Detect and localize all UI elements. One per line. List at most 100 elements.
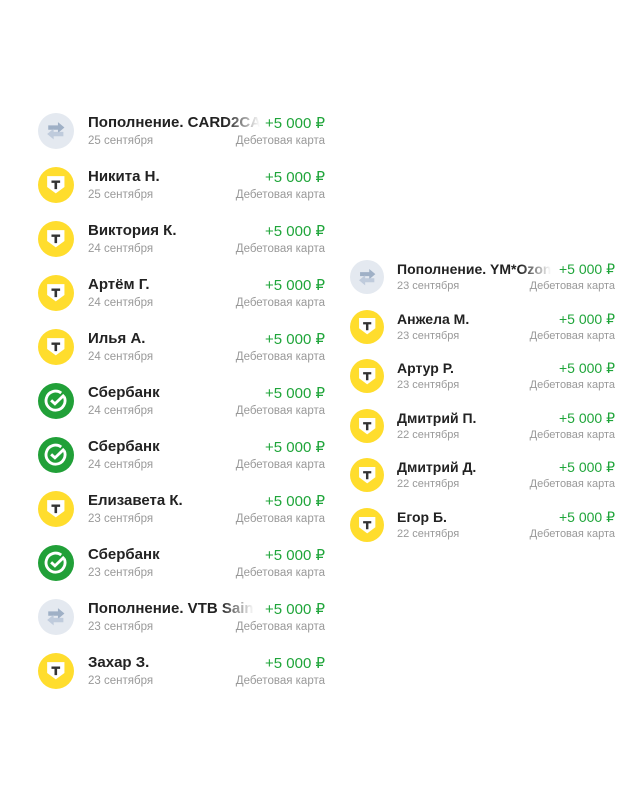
- operation-row[interactable]: Дмитрий Д. +5 000 ₽ 22 сентября Дебетова…: [350, 457, 615, 507]
- transfer-icon: [38, 113, 74, 149]
- operation-amount: +5 000 ₽: [264, 493, 325, 510]
- operation-amount: +5 000 ₽: [558, 360, 615, 377]
- operation-row[interactable]: Сбербанк +5 000 ₽ 23 сентября Дебетовая …: [38, 544, 325, 598]
- operation-amount: +5 000 ₽: [558, 409, 615, 426]
- operation-date: 23 сентября: [397, 329, 460, 342]
- operation-date: 24 сентября: [88, 405, 154, 417]
- operation-name: Пополнение. VTB Sain: [88, 600, 254, 617]
- operation-row[interactable]: Пополнение. CARD2CARD +5 000 ₽ 25 сентяб…: [38, 112, 325, 166]
- operation-account: Дебетовая карта: [235, 621, 325, 633]
- operation-row[interactable]: Виктория К. +5 000 ₽ 24 сентября Дебетов…: [38, 220, 325, 274]
- operation-amount: +5 000 ₽: [264, 115, 325, 132]
- operations-list-right: Пополнение. YM*Ozon +5 000 ₽ 23 сентября…: [350, 259, 615, 557]
- operation-date: 24 сентября: [88, 297, 154, 309]
- operation-amount: +5 000 ₽: [558, 310, 615, 327]
- operation-date: 25 сентября: [88, 135, 154, 147]
- operation-date: 24 сентября: [88, 459, 154, 471]
- operation-amount: +5 000 ₽: [264, 385, 325, 402]
- tbank-logo-icon: [38, 167, 74, 203]
- operation-name: Дмитрий П.: [397, 409, 477, 426]
- operation-row[interactable]: Сбербанк +5 000 ₽ 24 сентября Дебетовая …: [38, 436, 325, 490]
- operation-account: Дебетовая карта: [235, 459, 325, 471]
- operations-list-left: Пополнение. CARD2CARD +5 000 ₽ 25 сентяб…: [38, 112, 325, 706]
- operation-date: 23 сентября: [397, 280, 460, 292]
- operation-account: Дебетовая карта: [235, 189, 325, 201]
- operation-amount: +5 000 ₽: [264, 223, 325, 240]
- operation-name: Пополнение. CARD2CARD: [88, 114, 260, 131]
- operation-name: Егор Б.: [397, 508, 447, 525]
- tbank-logo-icon: [350, 507, 384, 542]
- operation-amount: +5 000 ₽: [264, 601, 325, 618]
- tbank-logo-icon: [350, 309, 384, 344]
- transfer-icon: [350, 260, 384, 294]
- tbank-logo-icon: [38, 221, 74, 257]
- operation-account: Дебетовая карта: [235, 513, 325, 525]
- operation-name: Дмитрий Д.: [397, 459, 477, 476]
- operation-amount: +5 000 ₽: [264, 331, 325, 348]
- operation-row[interactable]: Пополнение. VTB Sain +5 000 ₽ 23 сентябр…: [38, 598, 325, 652]
- operation-row[interactable]: Артур Р. +5 000 ₽ 23 сентября Дебетовая …: [350, 358, 615, 408]
- tbank-logo-icon: [38, 329, 74, 365]
- tbank-logo-icon: [350, 408, 384, 443]
- tbank-logo-icon: [350, 359, 384, 394]
- operation-date: 24 сентября: [88, 243, 154, 255]
- operation-account: Дебетовая карта: [529, 329, 615, 342]
- operation-name: Сбербанк: [88, 438, 160, 455]
- operation-account: Дебетовая карта: [235, 297, 325, 309]
- operation-name: Сбербанк: [88, 546, 160, 563]
- operation-account: Дебетовая карта: [235, 405, 325, 417]
- operation-amount: +5 000 ₽: [264, 655, 325, 672]
- operation-row[interactable]: Артём Г. +5 000 ₽ 24 сентября Дебетовая …: [38, 274, 325, 328]
- transfer-icon: [38, 599, 74, 635]
- operation-row[interactable]: Пополнение. YM*Ozon +5 000 ₽ 23 сентября…: [350, 259, 615, 309]
- operation-account: Дебетовая карта: [529, 379, 615, 392]
- operation-amount: +5 000 ₽: [558, 508, 615, 525]
- operation-account: Дебетовая карта: [529, 527, 615, 540]
- operation-name: Пополнение. YM*Ozon: [397, 261, 552, 277]
- operation-date: 23 сентября: [88, 621, 154, 633]
- operation-date: 23 сентября: [397, 379, 460, 392]
- operation-amount: +5 000 ₽: [264, 169, 325, 186]
- tbank-logo-icon: [38, 653, 74, 689]
- operation-date: 22 сентября: [397, 527, 460, 540]
- operation-date: 23 сентября: [88, 567, 154, 579]
- operation-account: Дебетовая карта: [529, 428, 615, 441]
- operation-name: Сбербанк: [88, 384, 160, 401]
- operation-name: Виктория К.: [88, 222, 177, 239]
- sberbank-logo-icon: [38, 383, 74, 419]
- operation-name: Никита Н.: [88, 168, 160, 185]
- operation-row[interactable]: Илья А. +5 000 ₽ 24 сентября Дебетовая к…: [38, 328, 325, 382]
- operation-date: 23 сентября: [88, 675, 154, 687]
- operation-row[interactable]: Сбербанк +5 000 ₽ 24 сентября Дебетовая …: [38, 382, 325, 436]
- operation-account: Дебетовая карта: [235, 675, 325, 687]
- operation-account: Дебетовая карта: [529, 280, 615, 292]
- operation-amount: +5 000 ₽: [264, 547, 325, 564]
- operation-amount: +5 000 ₽: [264, 277, 325, 294]
- operation-amount: +5 000 ₽: [264, 439, 325, 456]
- operation-name: Артур Р.: [397, 360, 454, 377]
- operation-name: Артём Г.: [88, 276, 150, 293]
- operation-account: Дебетовая карта: [529, 478, 615, 491]
- operation-date: 22 сентября: [397, 428, 460, 441]
- operation-date: 25 сентября: [88, 189, 154, 201]
- operation-date: 23 сентября: [88, 513, 154, 525]
- operation-row[interactable]: Анжела М. +5 000 ₽ 23 сентября Дебетовая…: [350, 309, 615, 359]
- tbank-logo-icon: [38, 491, 74, 527]
- operation-account: Дебетовая карта: [235, 135, 325, 147]
- operation-amount: +5 000 ₽: [558, 459, 615, 476]
- tbank-logo-icon: [38, 275, 74, 311]
- operation-account: Дебетовая карта: [235, 243, 325, 255]
- tbank-logo-icon: [350, 458, 384, 493]
- operation-account: Дебетовая карта: [235, 351, 325, 363]
- operation-amount: +5 000 ₽: [558, 261, 615, 277]
- operation-name: Елизавета К.: [88, 492, 183, 509]
- operation-row[interactable]: Егор Б. +5 000 ₽ 22 сентября Дебетовая к…: [350, 507, 615, 557]
- operation-row[interactable]: Никита Н. +5 000 ₽ 25 сентября Дебетовая…: [38, 166, 325, 220]
- operation-row[interactable]: Елизавета К. +5 000 ₽ 23 сентября Дебето…: [38, 490, 325, 544]
- operation-row[interactable]: Дмитрий П. +5 000 ₽ 22 сентября Дебетова…: [350, 408, 615, 458]
- operation-name: Захар З.: [88, 654, 150, 671]
- operation-date: 22 сентября: [397, 478, 460, 491]
- operation-name: Анжела М.: [397, 310, 470, 327]
- operation-row[interactable]: Захар З. +5 000 ₽ 23 сентября Дебетовая …: [38, 652, 325, 706]
- sberbank-logo-icon: [38, 437, 74, 473]
